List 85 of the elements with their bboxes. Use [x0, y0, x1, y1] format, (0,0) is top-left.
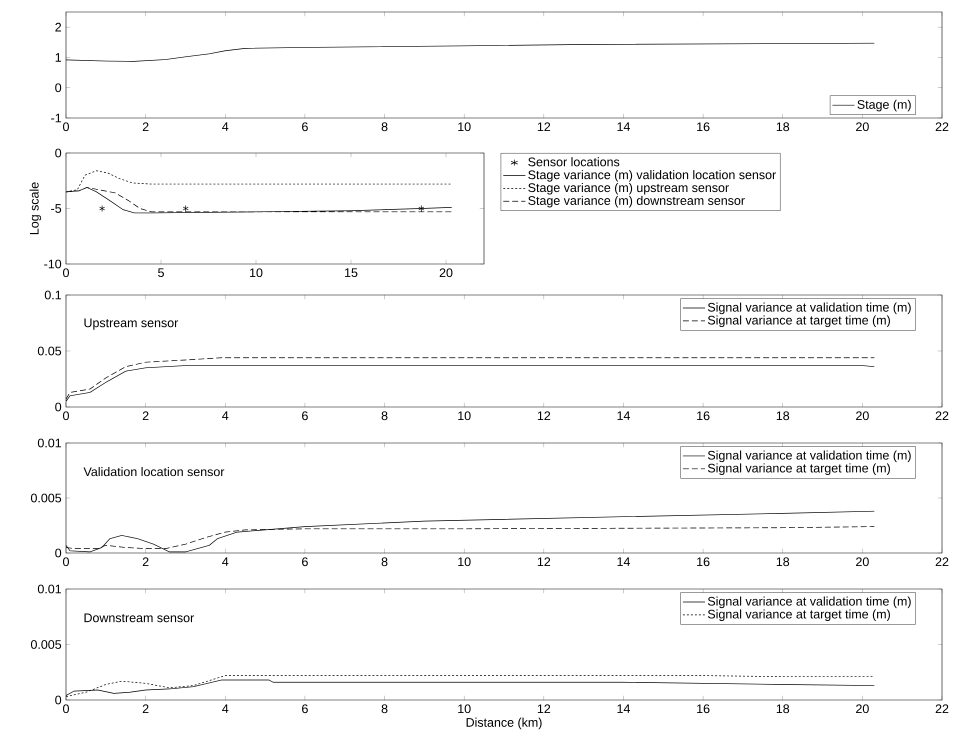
x-tick-label: 10	[458, 557, 471, 566]
legend-label: Stage variance (m) validation location sensor	[528, 170, 776, 182]
x-tick-label: 20	[440, 268, 452, 278]
legend-label: Sensor locations	[528, 157, 620, 166]
x-tick-label: 16	[697, 557, 710, 566]
legend-label: Stage (m)	[857, 100, 911, 112]
x-tick-label: 16	[697, 122, 710, 132]
y-tick-label: 0.01	[38, 584, 62, 594]
annotation: Upstream sensor	[84, 318, 178, 330]
x-tick-label: 22	[936, 122, 948, 132]
y-tick-label: 0.01	[38, 438, 62, 448]
x-tick-label: 18	[776, 122, 790, 132]
x-tick-label: 0	[63, 411, 69, 420]
legend-label: Signal variance at target time (m)	[708, 609, 890, 622]
x-tick-label: 2	[142, 411, 148, 420]
x-tick-label: 2	[142, 122, 148, 132]
x-tick-label: 0	[63, 704, 69, 714]
y-tick-label: -5	[51, 204, 62, 213]
x-tick-label: 10	[458, 122, 471, 132]
y-tick-label: 0	[55, 148, 62, 158]
x-tick-label: 20	[856, 122, 869, 132]
y-tick-label: 0	[55, 402, 62, 412]
x-tick-label: 4	[222, 411, 228, 420]
x-tick-label: 12	[538, 704, 550, 714]
y-tick-label: 2	[55, 22, 62, 32]
y-tick-label: 0.05	[38, 346, 62, 356]
legend-label: Signal variance at target time (m)	[708, 463, 890, 475]
x-tick-label: 18	[776, 411, 790, 420]
y-tick-label: -10	[44, 260, 62, 268]
x-tick-label: 8	[382, 704, 388, 714]
x-tick-label: 8	[382, 122, 388, 132]
x-tick-label: 16	[697, 704, 710, 714]
x-tick-label: 22	[936, 704, 948, 714]
x-tick-label: 8	[382, 557, 388, 566]
x-tick-label: 4	[222, 704, 228, 713]
x-tick-label: 6	[302, 557, 308, 566]
x-tick-label: 14	[617, 557, 630, 566]
x-axis-title: Distance (km)	[466, 718, 542, 730]
legend-label: Signal variance at target time (m)	[708, 315, 890, 328]
legend-label: Stage variance (m) downstream sensor	[528, 196, 745, 208]
x-tick-label: 18	[776, 557, 790, 566]
x-tick-label: 14	[617, 411, 630, 420]
x-tick-label: 12	[538, 122, 550, 132]
x-tick-label: 22	[936, 557, 948, 566]
x-tick-label: 6	[302, 411, 308, 420]
x-tick-label: 8	[382, 411, 388, 420]
x-tick-label: 12	[538, 557, 550, 566]
x-tick-label: 20	[856, 557, 869, 566]
x-tick-label: 14	[617, 122, 630, 131]
x-tick-label: 12	[538, 411, 550, 420]
y-axis-title: Log scale	[30, 182, 42, 234]
x-tick-label: 16	[697, 411, 710, 420]
legend-label: Signal variance at validation time (m)	[708, 302, 911, 314]
x-tick-label: 6	[302, 122, 308, 132]
y-tick-label: 1	[56, 53, 62, 62]
x-tick-label: 6	[302, 704, 308, 714]
x-tick-label: 4	[222, 557, 228, 566]
annotation: Downstream sensor	[84, 614, 194, 622]
annotation: Validation location sensor	[84, 467, 224, 476]
x-tick-label: 20	[856, 704, 869, 714]
x-tick-label: 5	[158, 268, 164, 278]
y-tick-label: 0.005	[30, 640, 62, 649]
x-tick-label: 22	[936, 411, 948, 420]
x-tick-label: 15	[345, 268, 358, 278]
legend-label: Signal variance at validation time (m)	[708, 450, 911, 462]
y-tick-label: 0	[55, 548, 62, 558]
legend-label: Signal variance at validation time (m)	[708, 596, 911, 608]
x-tick-label: 0	[63, 122, 69, 132]
x-tick-label: 2	[142, 704, 148, 714]
x-tick-label: 14	[617, 704, 630, 713]
x-tick-label: 4	[222, 122, 228, 131]
x-tick-label: 10	[458, 411, 471, 420]
x-tick-label: 0	[63, 268, 69, 278]
x-tick-label: 0	[63, 557, 69, 566]
y-tick-label: 0	[55, 83, 62, 92]
y-tick-label: 0.1	[44, 290, 62, 300]
legend-label: Stage variance (m) upstream sensor	[528, 182, 729, 195]
y-tick-label: -1	[51, 114, 62, 122]
x-tick-label: 20	[856, 411, 869, 420]
x-tick-label: 2	[142, 557, 148, 566]
y-tick-label: 0	[55, 696, 62, 704]
x-tick-label: 10	[250, 268, 262, 278]
x-tick-label: 10	[458, 704, 471, 714]
x-tick-label: 18	[776, 704, 790, 714]
y-tick-label: 0.005	[30, 494, 62, 502]
